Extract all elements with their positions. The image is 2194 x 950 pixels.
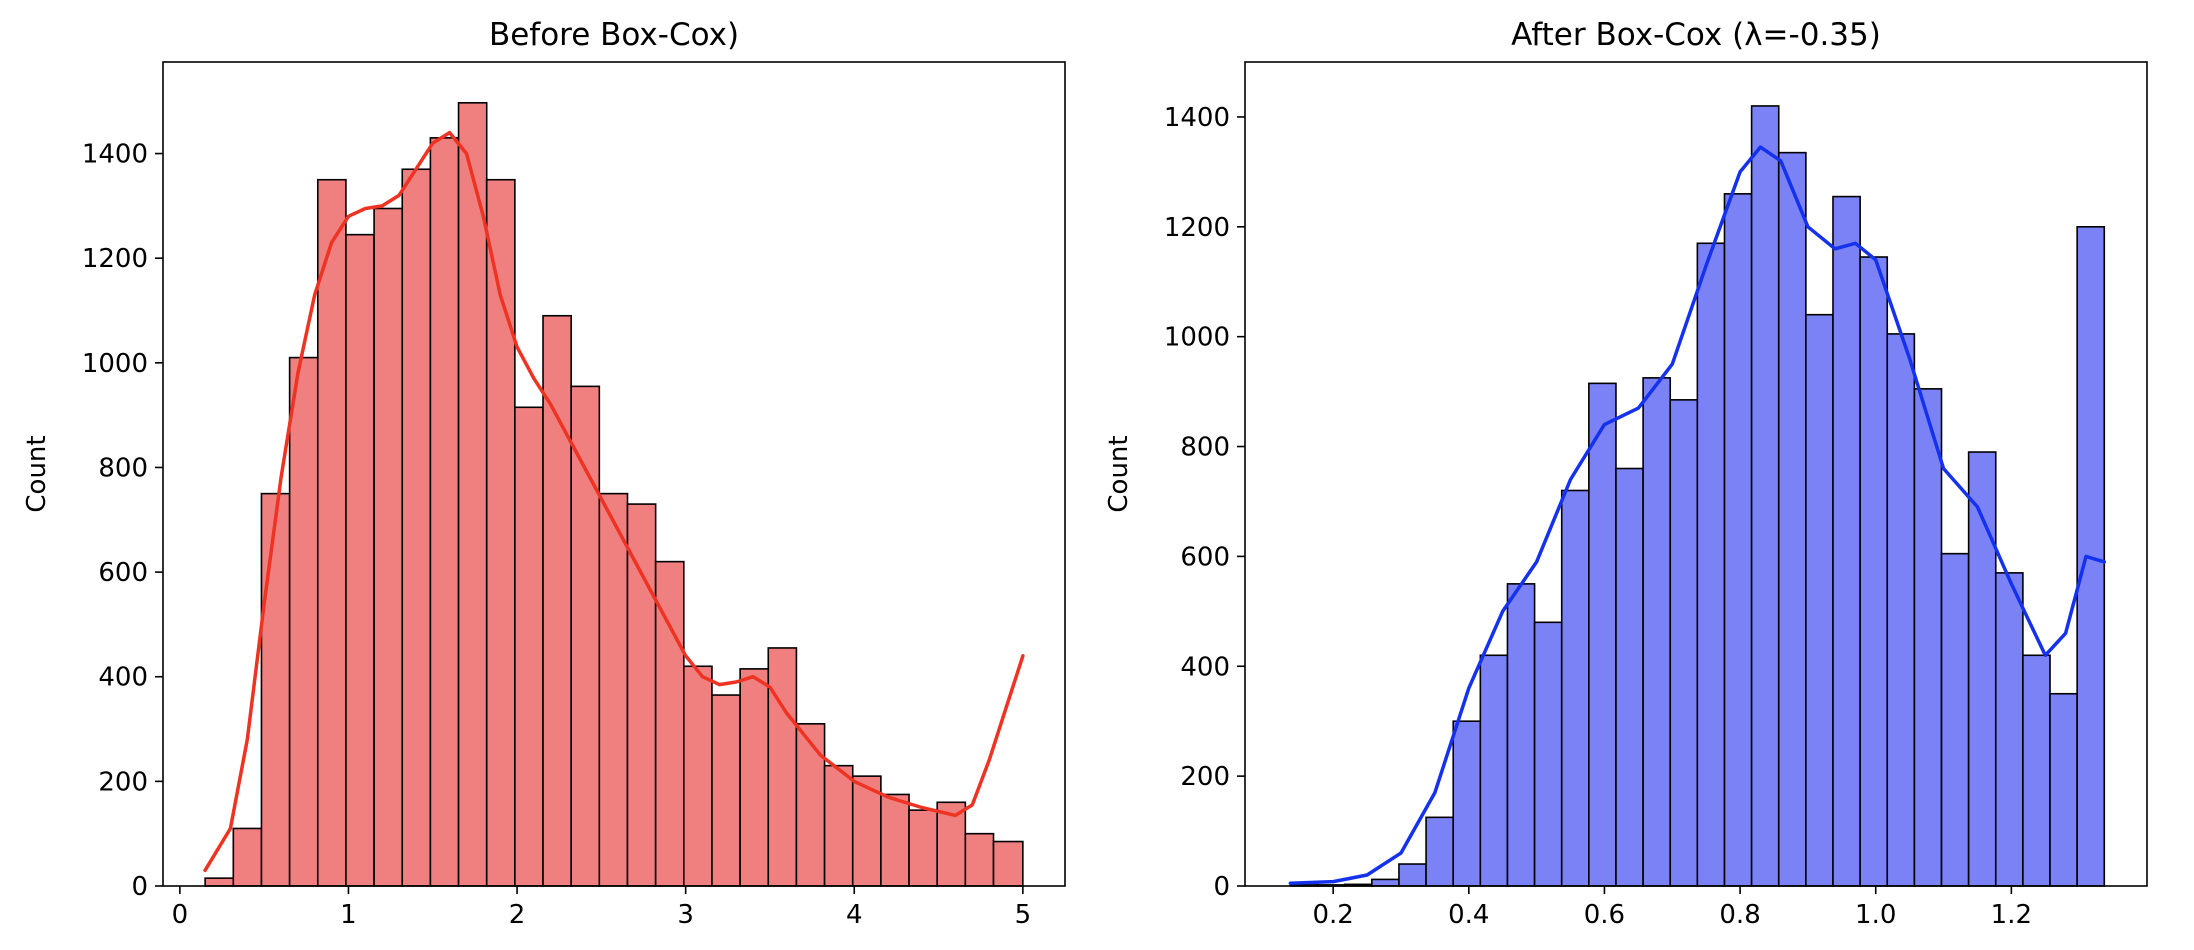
histogram-before-box-cox: 0 1 2 3 4 5 0 200 400 600 800 1000 1200 1400 Before Bo…	[22, 17, 1066, 930]
histogram-bar	[1967, 451, 1997, 887]
x-tick-label: 0.6	[1584, 900, 1625, 930]
histogram-bar	[570, 385, 601, 887]
histogram-bar	[1533, 621, 1563, 887]
axes-frame	[1244, 61, 2148, 887]
histogram-bar	[1452, 720, 1482, 887]
histogram-bar	[598, 492, 629, 887]
histogram-bar	[2049, 692, 2078, 887]
x-tick-label: 3	[677, 900, 694, 930]
histogram-bar	[1750, 105, 1780, 887]
histogram-bar	[1913, 388, 1943, 887]
histogram-bar	[1886, 333, 1916, 887]
histogram-bar	[2076, 226, 2106, 887]
y-tick-label: 600	[98, 558, 148, 588]
histogram-bar	[373, 207, 404, 887]
histogram-bar	[992, 840, 1024, 887]
x-tick-label: 1	[340, 900, 357, 930]
histogram-bar	[823, 764, 854, 887]
y-tick-label: 0	[131, 872, 148, 902]
y-tick-label: 1200	[82, 244, 148, 274]
axes-frame	[162, 61, 1066, 887]
histogram-bar	[1696, 242, 1726, 887]
histogram-bar	[795, 723, 826, 887]
y-axis-label: Count	[1104, 435, 1134, 512]
x-tick-label: 0.4	[1448, 900, 1489, 930]
histogram-bar	[1398, 863, 1427, 887]
histogram-bar	[345, 233, 375, 887]
y-tick-label: 800	[1180, 433, 1230, 463]
y-tick-label: 1400	[1164, 103, 1230, 133]
histogram-bar	[1615, 467, 1644, 887]
y-axis-label: Count	[22, 435, 52, 512]
histogram-bar	[711, 694, 741, 887]
histogram-bar	[1479, 654, 1509, 887]
histogram-bar	[232, 827, 263, 887]
histogram-bar	[1588, 382, 1617, 887]
histogram-bar	[1940, 552, 1970, 887]
histogram-bar	[429, 137, 460, 887]
x-tick-label: 0.8	[1719, 900, 1760, 930]
x-tick-label: 0	[172, 900, 189, 930]
histogram-bar	[260, 492, 291, 887]
y-tick-label: 200	[98, 767, 148, 797]
histogram-bar	[1832, 195, 1861, 887]
histogram-bar	[880, 793, 910, 887]
histogram-bar	[457, 102, 488, 887]
histogram-bar	[626, 503, 657, 887]
histogram-bar	[1669, 399, 1699, 887]
histogram-bar	[542, 314, 572, 887]
x-tick-label: 4	[846, 900, 863, 930]
histogram-bar	[514, 406, 544, 887]
histogram-bar	[1425, 816, 1455, 887]
y-tick-label: 400	[1180, 652, 1230, 682]
histogram-after-box-cox: 0.2 0.4 0.6 0.8 1.0 1.2 0 200 400 600 800 1000 1200 1…	[1104, 17, 2148, 930]
x-tick-label: 5	[1015, 900, 1032, 930]
histogram-bar	[1723, 193, 1753, 887]
histogram-bar	[401, 168, 432, 887]
histogram-bar	[1642, 377, 1672, 887]
y-tick-label: 200	[1180, 762, 1230, 792]
chart-title: Before Box-Cox)	[489, 17, 739, 53]
histogram-bar	[485, 178, 516, 887]
y-tick-label: 400	[98, 663, 148, 693]
histogram-bar	[682, 665, 713, 887]
y-tick-label: 600	[1180, 542, 1230, 572]
histogram-bar	[964, 832, 995, 887]
histogram-bar	[739, 668, 770, 887]
y-tick-label: 1000	[82, 349, 148, 379]
x-tick-label: 1.0	[1855, 900, 1896, 930]
histogram-bar	[1777, 151, 1807, 887]
y-tick-label: 1000	[1164, 323, 1230, 353]
y-tick-label: 1200	[1164, 213, 1230, 243]
histogram-bar	[2022, 654, 2051, 887]
kde-curve	[1288, 145, 2107, 886]
x-tick-label: 0.2	[1312, 900, 1353, 930]
x-tick-label: 2	[509, 900, 526, 930]
kde-curve	[203, 130, 1025, 873]
histogram-bar	[204, 877, 235, 887]
chart-title: After Box-Cox (λ=-0.35)	[1511, 17, 1881, 53]
histogram-bar	[1994, 572, 2024, 887]
y-tick-label: 1400	[82, 140, 148, 170]
histogram-bar	[1506, 583, 1536, 887]
y-tick-label: 0	[1213, 872, 1230, 902]
histogram-bar	[1371, 878, 1400, 887]
histogram-bar	[1560, 489, 1590, 887]
histogram-bar	[1859, 256, 1889, 887]
histogram-bar	[1805, 313, 1834, 887]
histogram-bar	[288, 356, 319, 887]
y-tick-label: 800	[98, 453, 148, 483]
histogram-bar	[316, 178, 347, 887]
histogram-bar	[767, 647, 798, 887]
histogram-bar	[908, 809, 939, 887]
x-tick-label: 1.2	[1991, 900, 2032, 930]
